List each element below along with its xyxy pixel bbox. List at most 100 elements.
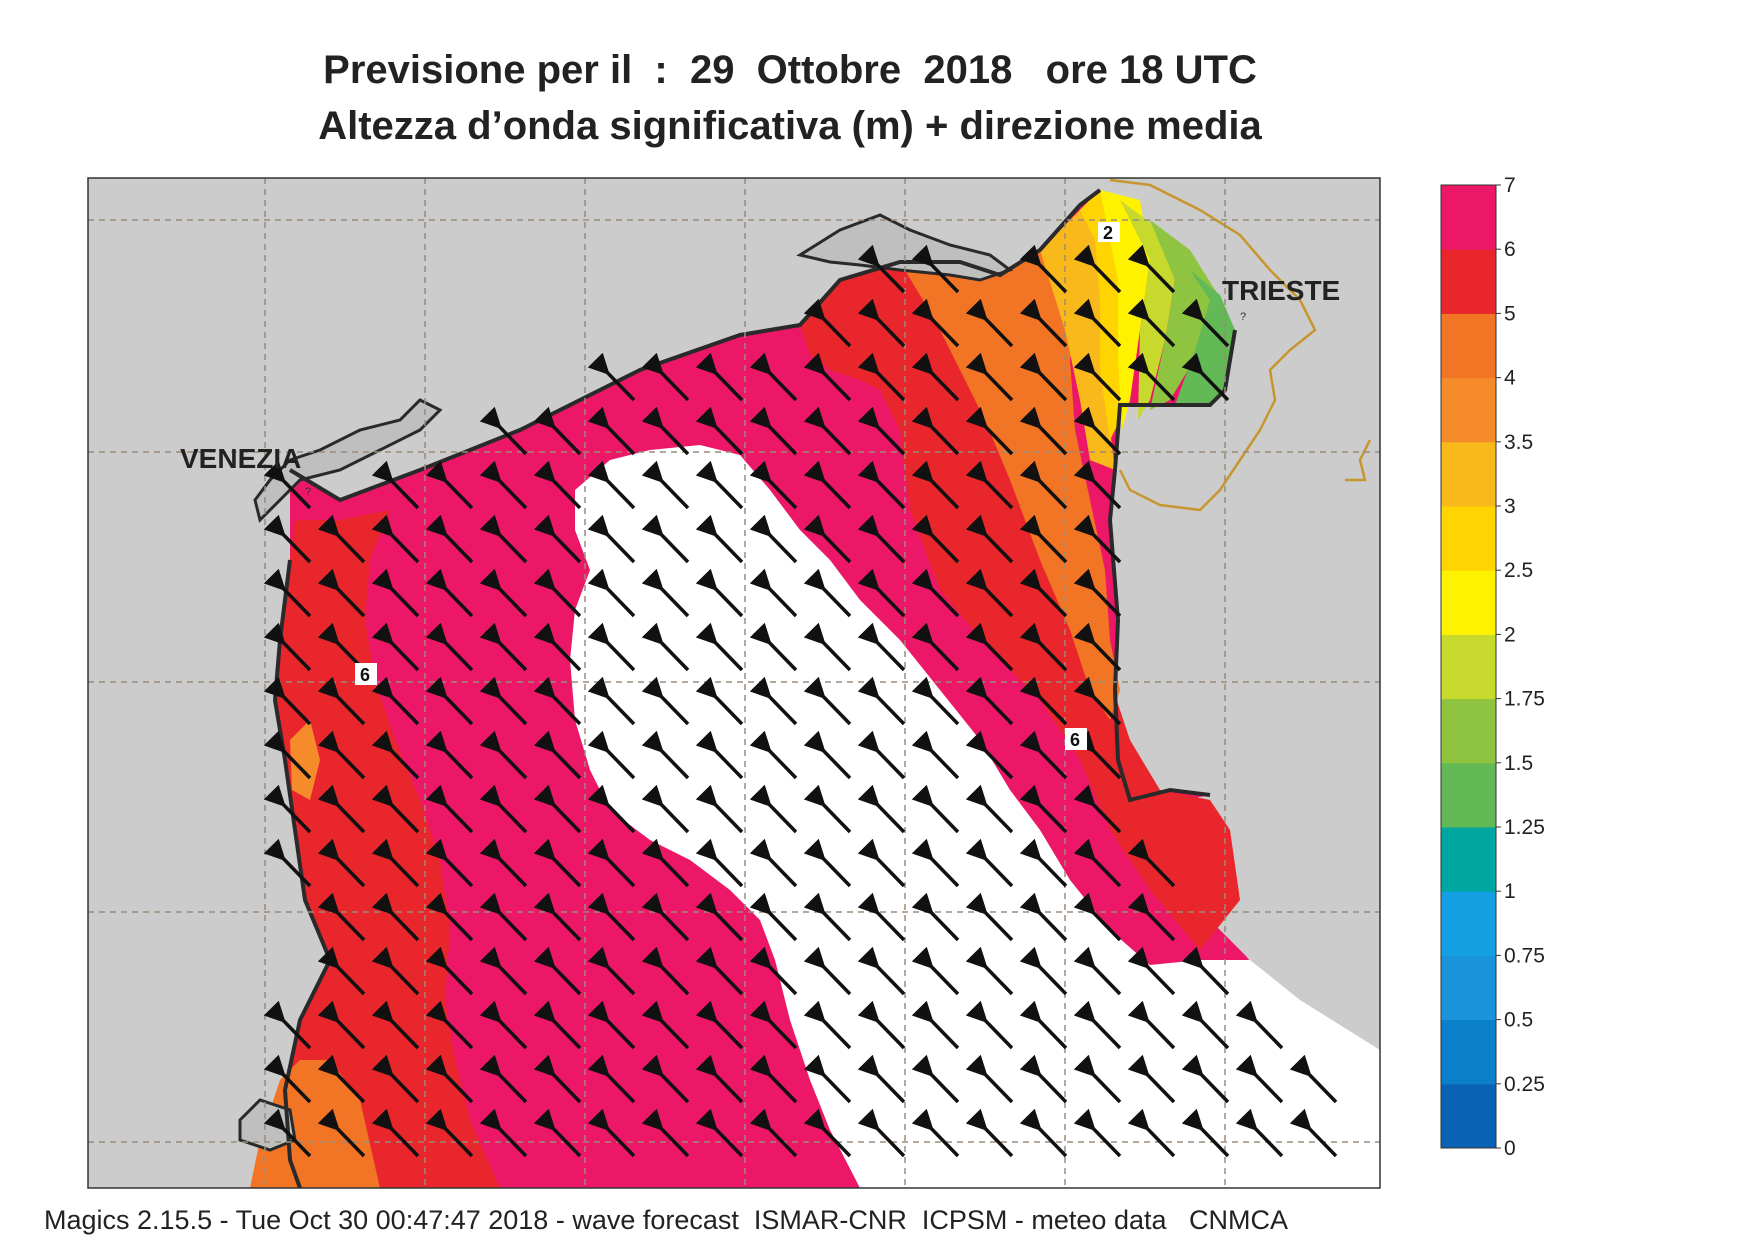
direction-arrow <box>1019 946 1068 996</box>
direction-arrow <box>1127 1108 1176 1158</box>
direction-arrow <box>965 1108 1014 1158</box>
map-frame <box>87 177 1381 1189</box>
direction-arrow <box>587 568 636 618</box>
istria-outline <box>1109 178 1317 512</box>
direction-arrow <box>1019 406 1068 456</box>
direction-arrow <box>749 460 798 510</box>
direction-arrow <box>1019 568 1068 618</box>
direction-arrow <box>533 946 582 996</box>
direction-arrow <box>479 514 528 564</box>
direction-arrow <box>1073 1000 1122 1050</box>
direction-arrow <box>695 568 744 618</box>
direction-arrow <box>587 1000 636 1050</box>
direction-arrow <box>533 514 582 564</box>
legend-swatch <box>1441 1019 1496 1085</box>
direction-arrow <box>911 244 960 294</box>
legend-tick-label: 3.5 <box>1504 431 1533 454</box>
direction-arrow <box>533 1000 582 1050</box>
direction-arrow <box>965 838 1014 888</box>
direction-arrow <box>1289 1108 1338 1158</box>
direction-arrow <box>1073 244 1122 294</box>
svg-text:6: 6 <box>1070 730 1080 750</box>
direction-arrow <box>1019 352 1068 402</box>
direction-arrow <box>803 946 852 996</box>
direction-arrow <box>533 892 582 942</box>
direction-arrow <box>371 514 420 564</box>
direction-arrow <box>749 514 798 564</box>
direction-arrow <box>641 1108 690 1158</box>
direction-arrow <box>857 730 906 780</box>
unknown-mark-trieste: ? <box>1240 311 1246 323</box>
svg-text:2: 2 <box>1103 223 1113 243</box>
direction-arrow <box>803 406 852 456</box>
legend-tick-label: 1.75 <box>1504 688 1545 711</box>
direction-arrow <box>695 676 744 726</box>
direction-arrow <box>425 1054 474 1104</box>
direction-arrow <box>911 784 960 834</box>
direction-arrow <box>263 730 312 780</box>
direction-arrow <box>1019 514 1068 564</box>
direction-arrow <box>857 946 906 996</box>
direction-arrow <box>587 514 636 564</box>
direction-arrow <box>1073 1108 1122 1158</box>
direction-arrow <box>803 1054 852 1104</box>
direction-arrow <box>857 406 906 456</box>
direction-arrow <box>317 676 366 726</box>
direction-arrow <box>911 298 960 348</box>
direction-arrow <box>371 838 420 888</box>
direction-arrow <box>479 892 528 942</box>
direction-arrow <box>911 1000 960 1050</box>
direction-arrow <box>857 784 906 834</box>
direction-arrow <box>479 676 528 726</box>
legend-swatch <box>1441 698 1496 764</box>
legend-tick-label: 3 <box>1504 495 1516 518</box>
direction-arrow <box>263 676 312 726</box>
unknown-mark-venezia: ? <box>305 486 311 498</box>
direction-arrow <box>857 352 906 402</box>
direction-arrow <box>695 352 744 402</box>
direction-arrow <box>587 946 636 996</box>
direction-arrow <box>965 784 1014 834</box>
direction-arrow <box>425 1000 474 1050</box>
direction-arrow <box>911 676 960 726</box>
direction-arrow <box>587 730 636 780</box>
direction-arrow <box>749 676 798 726</box>
direction-arrow <box>263 622 312 672</box>
legend-tick-label: 6 <box>1504 238 1516 261</box>
direction-arrow <box>263 514 312 564</box>
direction-arrow <box>695 838 744 888</box>
direction-arrow <box>965 946 1014 996</box>
legend-swatch <box>1441 1083 1496 1149</box>
forecast-subtitle: Altezza d’onda significativa (m) + direz… <box>318 104 1262 148</box>
direction-arrow <box>965 352 1014 402</box>
direction-arrow <box>1181 352 1230 402</box>
border-east <box>1345 439 1372 482</box>
direction-arrow <box>857 244 906 294</box>
direction-arrow <box>695 406 744 456</box>
direction-arrow <box>857 568 906 618</box>
direction-arrow <box>533 1054 582 1104</box>
mean-direction-arrows <box>263 244 1338 1158</box>
direction-arrow <box>1073 352 1122 402</box>
legend-tick-label: 0.5 <box>1504 1009 1533 1032</box>
direction-arrow <box>425 460 474 510</box>
contour-label-6-east: 6 <box>1065 728 1087 750</box>
direction-arrow <box>641 838 690 888</box>
direction-arrow <box>803 514 852 564</box>
direction-arrow <box>317 838 366 888</box>
direction-arrow <box>425 1108 474 1158</box>
direction-arrow <box>479 784 528 834</box>
direction-arrow <box>965 1054 1014 1104</box>
direction-arrow <box>803 676 852 726</box>
direction-arrow <box>803 1000 852 1050</box>
direction-arrow <box>803 730 852 780</box>
direction-arrow <box>1073 406 1122 456</box>
direction-arrow <box>749 784 798 834</box>
legend-tick-label: 1.25 <box>1504 816 1545 839</box>
direction-arrow <box>479 460 528 510</box>
graticule <box>88 178 1380 1188</box>
legend-tick-label: 0.25 <box>1504 1073 1545 1096</box>
direction-arrow <box>587 676 636 726</box>
direction-arrow <box>911 406 960 456</box>
